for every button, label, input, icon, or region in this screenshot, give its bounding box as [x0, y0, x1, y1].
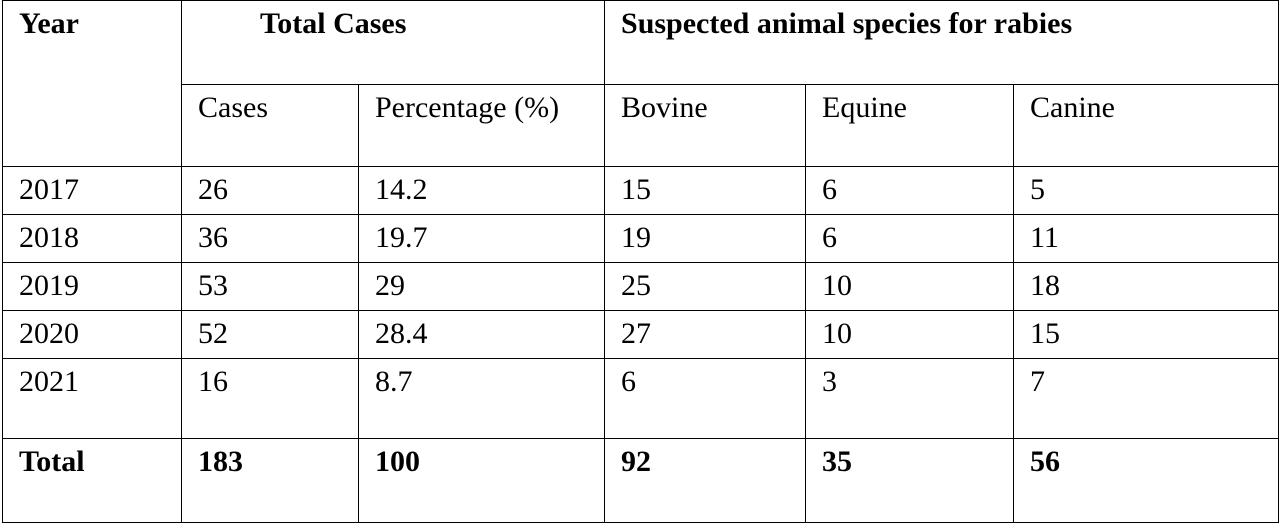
cell-percentage: 28.4 — [357, 310, 606, 359]
header-row-group: Year Total Cases Suspected animal specie… — [2, 0, 1280, 167]
header-row-sub: Cases Percentage (%) Bovine Equine Canin… — [3, 84, 1280, 167]
header-canine: Canine — [1013, 84, 1280, 167]
cell-bovine: 6 — [604, 358, 807, 439]
total-bovine: 92 — [604, 438, 807, 523]
cell-year: 2021 — [2, 358, 182, 439]
cell-percentage: 29 — [357, 262, 606, 311]
cell-canine: 5 — [1013, 166, 1280, 215]
header-year: Year — [2, 0, 182, 167]
cell-year: 2019 — [2, 262, 182, 311]
header-cases: Cases — [181, 84, 359, 167]
table-row: 2017 26 14.2 15 6 5 — [2, 166, 1280, 215]
cell-cases: 36 — [181, 214, 359, 263]
total-canine: 56 — [1013, 438, 1280, 523]
cell-canine: 18 — [1013, 262, 1280, 311]
header-suspected-species: Suspected animal species for rabies — [604, 0, 1280, 85]
cell-equine: 3 — [805, 358, 1015, 439]
total-row: Total 183 100 92 35 56 — [2, 438, 1280, 523]
cell-bovine: 19 — [604, 214, 807, 263]
cell-year: 2018 — [2, 214, 182, 263]
cell-year: 2020 — [2, 310, 182, 359]
cell-percentage: 8.7 — [357, 358, 606, 439]
total-label: Total — [2, 438, 182, 523]
header-percentage: Percentage (%) — [357, 84, 606, 167]
cell-bovine: 27 — [604, 310, 807, 359]
cell-canine: 7 — [1013, 358, 1280, 439]
table-row: 2019 53 29 25 10 18 — [2, 262, 1280, 311]
cell-equine: 6 — [805, 166, 1015, 215]
total-cases: 183 — [181, 438, 359, 523]
table-row: 2020 52 28.4 27 10 15 — [2, 310, 1280, 359]
cell-cases: 26 — [181, 166, 359, 215]
cell-equine: 10 — [805, 262, 1015, 311]
cell-bovine: 25 — [604, 262, 807, 311]
cell-cases: 52 — [181, 310, 359, 359]
cell-bovine: 15 — [604, 166, 807, 215]
cell-year: 2017 — [2, 166, 182, 215]
table-row: 2018 36 19.7 19 6 11 — [2, 214, 1280, 263]
total-equine: 35 — [805, 438, 1015, 523]
cell-percentage: 14.2 — [357, 166, 606, 215]
cell-equine: 6 — [805, 214, 1015, 263]
cell-cases: 16 — [181, 358, 359, 439]
total-percentage: 100 — [357, 438, 606, 523]
header-equine: Equine — [805, 84, 1015, 167]
cell-canine: 11 — [1013, 214, 1280, 263]
cell-cases: 53 — [181, 262, 359, 311]
table-row: 2021 16 8.7 6 3 7 — [2, 358, 1280, 439]
header-bovine: Bovine — [604, 84, 807, 167]
cell-canine: 15 — [1013, 310, 1280, 359]
cell-equine: 10 — [805, 310, 1015, 359]
cell-percentage: 19.7 — [357, 214, 606, 263]
header-total-cases: Total Cases — [180, 0, 606, 85]
